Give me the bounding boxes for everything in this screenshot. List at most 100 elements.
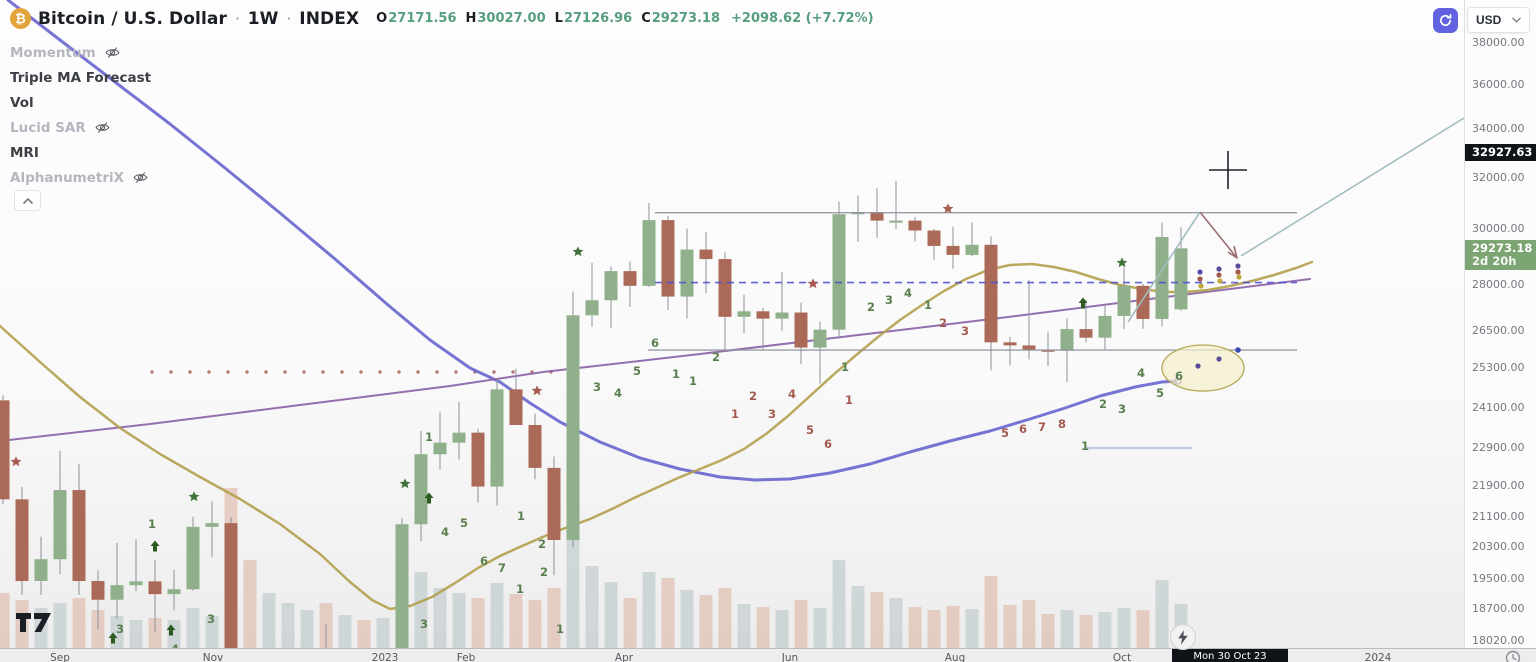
time-tick: Aug [944,652,966,662]
volume-bar [0,593,10,648]
volume-bar [699,595,713,648]
candle-body [15,499,29,581]
mri-number: 2 [712,350,720,364]
mri-number: 2 [540,565,548,579]
sar-dot [359,370,363,374]
time-tick: Apr [614,652,634,662]
up-arrow-icon [166,624,176,636]
ma-blue [6,0,1178,482]
mri-number: 2 [939,316,947,330]
candle-body [34,559,48,581]
price-tick: 28000.00 [1472,278,1525,291]
volume-bar [623,598,637,648]
eye-off-icon[interactable] [94,119,111,136]
symbol-title[interactable]: Bitcoin / U.S. Dollar [38,8,227,29]
volume-bar [148,618,162,648]
up-arrow-icon [424,492,434,504]
price-tick: 38000.00 [1472,36,1525,49]
candle-body [832,214,846,330]
star-icon [399,478,411,489]
indicator-alphanumetrix[interactable]: AlphanumetriX [10,165,151,190]
volume-bar [1041,614,1055,648]
volume-bar [262,593,276,648]
star-icon [531,385,543,396]
candle-body [110,585,124,600]
volume-bar [642,572,656,648]
mri-number: 6 [480,554,488,568]
sar-dot [378,370,382,374]
bar-countdown: 2d 20h [1472,254,1517,268]
candle-body [528,425,542,468]
mri-number: 1 [1081,439,1089,453]
indicator-lucid-sar[interactable]: Lucid SAR [10,115,151,140]
candle-body [870,212,884,221]
sar-dot [207,370,211,374]
volume-bar [243,560,257,648]
indicator-momentum[interactable]: Momentum [10,40,151,65]
mri-number: 1 [517,509,525,523]
candle-body [490,389,504,487]
mri-number: 3 [420,617,428,631]
volume-bar [756,607,770,648]
mri-number: 4 [788,387,796,401]
indicator-mri[interactable]: MRI [10,140,151,165]
mri-number: 1 [841,360,849,374]
candle-body [129,581,143,586]
support-line-dot [1235,347,1241,353]
candle-body [148,581,162,595]
candle-body [585,300,599,316]
price-axis[interactable]: 32927.63 29273.18 2d 20h 38000.00 36000.0… [1464,0,1536,648]
volume-bar [452,593,466,648]
volume-bar [661,578,675,648]
mri-number: 2 [1099,397,1107,411]
volume-bar [376,618,390,648]
legend-collapse-button[interactable] [14,190,41,211]
sar-dot [454,370,458,374]
eye-off-icon[interactable] [104,44,121,61]
sar-dot [435,370,439,374]
currency-dropdown[interactable]: USD [1467,7,1530,33]
price-tick: 34000.00 [1472,122,1525,135]
mri-number: 2 [867,300,875,314]
price-tick: 20300.00 [1472,540,1525,553]
candle-body [623,271,637,286]
indicator-triple-ma-forecast[interactable]: Triple MA Forecast [10,65,151,90]
candle-body [699,249,713,260]
volume-bar [1003,605,1017,648]
interval-label[interactable]: 1W [247,8,279,29]
volume-bar [604,582,618,648]
price-chart-canvas[interactable]: 1343145671212133456112123412345611234561… [0,0,1464,662]
volume-bar [547,588,561,648]
candle-body [946,245,960,255]
quick-action-button[interactable] [1170,624,1196,650]
sar-dot [226,370,230,374]
sar-dot [492,370,496,374]
candle-body [927,230,941,246]
ellipse-dot [1195,363,1201,369]
candle-body [509,389,523,425]
volume-bar [585,566,599,648]
star-icon [942,203,954,214]
forecast-seg_down [1199,211,1238,259]
candle-body [224,523,238,662]
mri-number: 4 [441,525,449,539]
volume-bar [414,572,428,648]
candle-body [889,220,903,223]
exchange-label: INDEX [299,8,360,29]
refresh-button[interactable] [1433,8,1458,33]
candle-body [813,329,827,348]
highlight-ellipse[interactable] [1161,344,1245,392]
sar-dot [283,370,287,374]
candle-body [984,244,998,343]
ma-purple [0,278,1311,442]
mri-number: 8 [1058,417,1066,431]
tradingview-logo[interactable] [14,610,54,639]
mri-number: 7 [1038,420,1046,434]
eye-off-icon[interactable] [132,169,149,186]
ohlc-pair: O27171.56 [376,11,457,26]
indicator-label: Vol [10,94,34,111]
time-axis[interactable]: Mon 30 Oct 23 Sep Nov 2023 Feb Apr Jun Aug Oct 2… [0,648,1536,662]
up-arrow-icon [1078,297,1088,309]
mri-number: 1 [672,367,680,381]
indicator-vol[interactable]: Vol [10,90,151,115]
